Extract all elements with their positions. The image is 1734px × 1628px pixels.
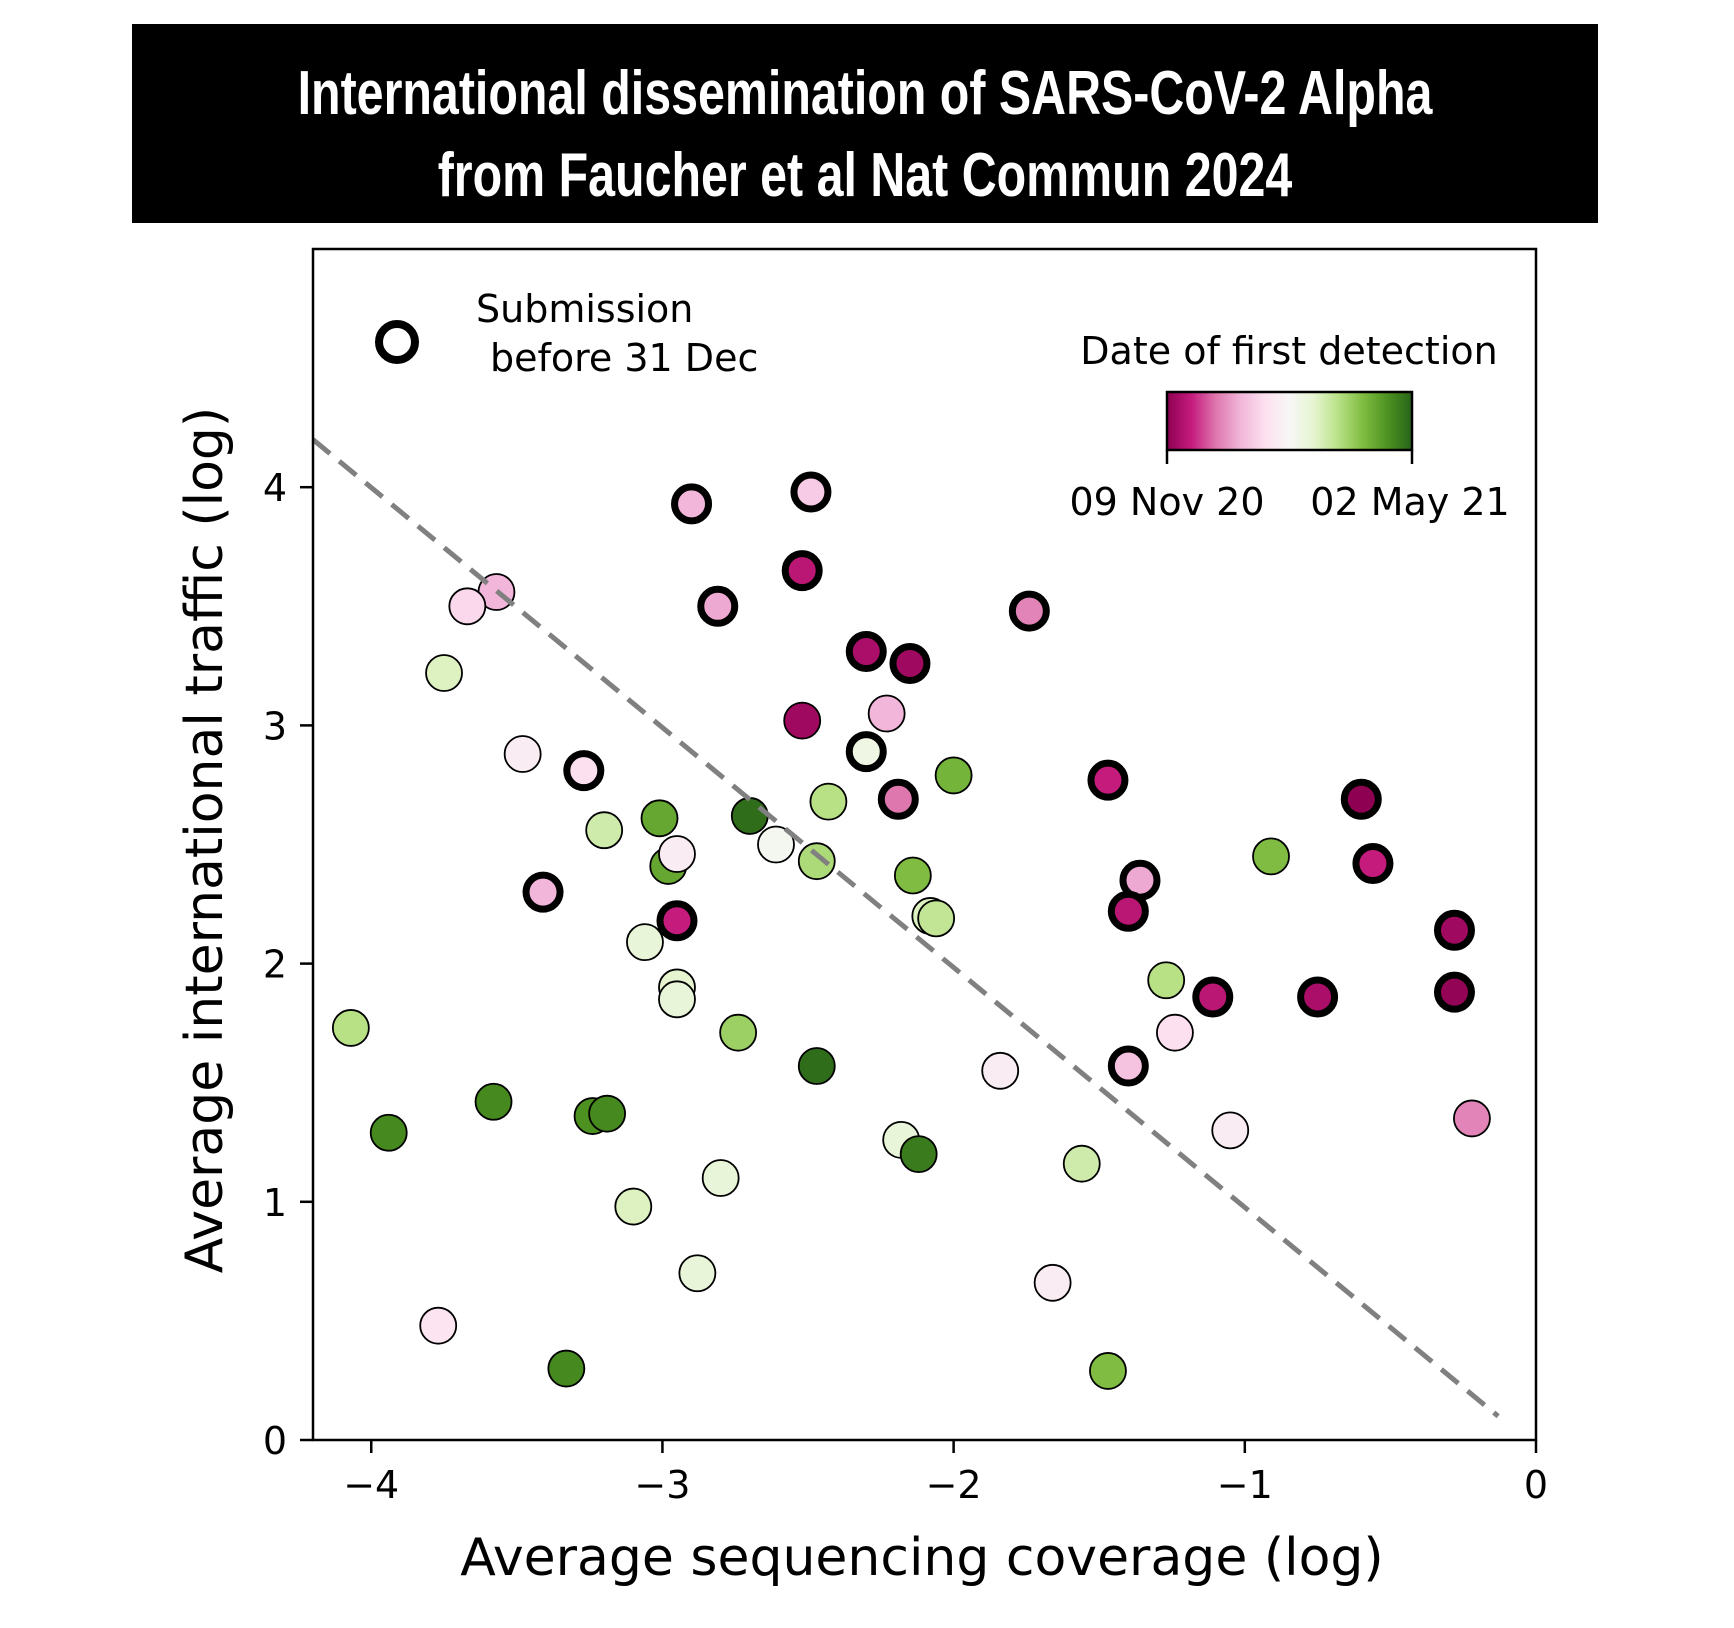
legend-marker xyxy=(375,320,419,364)
data-point-early-submission xyxy=(1008,590,1050,632)
data-point xyxy=(1147,961,1186,1000)
data-point-early-submission xyxy=(671,483,713,525)
data-point xyxy=(797,1047,836,1085)
data-point xyxy=(503,735,542,773)
data-point xyxy=(701,1159,740,1197)
data-point-early-submission xyxy=(1192,976,1234,1018)
data-point xyxy=(448,587,487,626)
x-tick-label: 0 xyxy=(1524,1463,1548,1507)
data-point xyxy=(719,1013,758,1052)
data-point xyxy=(626,923,664,962)
data-point xyxy=(899,1135,938,1174)
data-point-early-submission xyxy=(877,778,919,820)
y-axis: 0 1 2 3 4 xyxy=(263,466,313,1463)
data-point xyxy=(588,1094,627,1133)
y-tick-label: 1 xyxy=(263,1181,287,1225)
data-point xyxy=(867,694,906,733)
title-line-1: International dissemination of SARS-CoV-… xyxy=(297,59,1433,128)
data-point xyxy=(934,756,973,795)
title-banner: International dissemination of SARS-CoV-… xyxy=(132,24,1598,223)
data-point-early-submission xyxy=(845,631,887,673)
data-point xyxy=(419,1306,458,1345)
y-tick-label: 4 xyxy=(263,466,287,510)
y-tick-label: 0 xyxy=(263,1419,287,1463)
data-point-early-submission xyxy=(845,731,887,773)
colorbar-gradient xyxy=(1165,390,1414,452)
data-point xyxy=(658,835,696,873)
colorbar: Date of first detection 09 Nov 20 02 May… xyxy=(1069,329,1509,524)
y-tick-label: 2 xyxy=(263,943,287,987)
data-point xyxy=(678,1254,717,1293)
data-point xyxy=(809,782,848,821)
data-point xyxy=(1062,1144,1101,1183)
colorbar-start-label: 09 Nov 20 xyxy=(1069,480,1264,524)
data-point xyxy=(614,1187,653,1226)
legend-label-line-1: Submission xyxy=(476,287,693,331)
x-tick-label: −1 xyxy=(1217,1463,1273,1507)
data-point xyxy=(730,797,769,835)
data-point-early-submission xyxy=(1107,890,1149,932)
data-point xyxy=(917,899,956,938)
data-point-early-submission xyxy=(656,900,698,942)
data-point-early-submission xyxy=(889,642,931,684)
data-point xyxy=(658,980,696,1019)
x-axis: −4 −3 −2 −1 0 xyxy=(343,1440,1548,1507)
data-point-early-submission xyxy=(1340,778,1382,820)
plot-frame xyxy=(311,247,1538,1442)
colorbar-title: Date of first detection xyxy=(1080,329,1497,373)
legend-label-line-2: before 31 Dec xyxy=(490,336,758,380)
data-point xyxy=(425,654,463,692)
data-point xyxy=(547,1349,586,1388)
data-point xyxy=(783,701,822,740)
data-point xyxy=(797,842,836,881)
data-point xyxy=(585,811,624,850)
data-point xyxy=(1089,1352,1127,1390)
data-point-early-submission xyxy=(1107,1045,1149,1087)
data-point-early-submission xyxy=(563,750,605,792)
data-point xyxy=(1252,837,1290,876)
data-point xyxy=(981,1051,1020,1090)
y-axis-label: Average international traffic (log) xyxy=(175,407,235,1273)
data-point xyxy=(640,799,679,838)
colorbar-end-label: 02 May 21 xyxy=(1310,480,1509,524)
data-point-early-submission xyxy=(790,471,832,513)
data-point-early-submission xyxy=(781,550,823,592)
data-point-early-submission xyxy=(1087,759,1129,801)
data-point xyxy=(1211,1111,1250,1150)
x-tick-label: −2 xyxy=(926,1463,982,1507)
data-point-early-submission xyxy=(522,871,564,913)
data-point xyxy=(893,856,932,895)
data-point xyxy=(474,1082,513,1121)
x-tick-label: −4 xyxy=(343,1463,399,1507)
y-tick-label: 3 xyxy=(263,704,287,748)
legend: Submission before 31 Dec xyxy=(375,287,758,380)
data-point-early-submission xyxy=(1297,976,1339,1018)
title-line-2: from Faucher et al Nat Commun 2024 xyxy=(437,141,1293,210)
data-point xyxy=(331,1009,370,1047)
x-axis-label: Average sequencing coverage (log) xyxy=(460,1528,1383,1588)
data-point-early-submission xyxy=(1352,843,1394,885)
data-point xyxy=(757,825,795,864)
data-point xyxy=(1156,1013,1194,1052)
data-point xyxy=(369,1113,408,1152)
trend-line xyxy=(311,437,1500,1419)
data-point xyxy=(1033,1263,1072,1302)
data-point-early-submission xyxy=(697,585,739,627)
data-point-early-submission xyxy=(1433,909,1475,951)
data-point-early-submission xyxy=(1433,971,1475,1013)
data-point xyxy=(1453,1099,1491,1138)
x-tick-label: −3 xyxy=(634,1463,690,1507)
points-layer xyxy=(331,471,1491,1390)
